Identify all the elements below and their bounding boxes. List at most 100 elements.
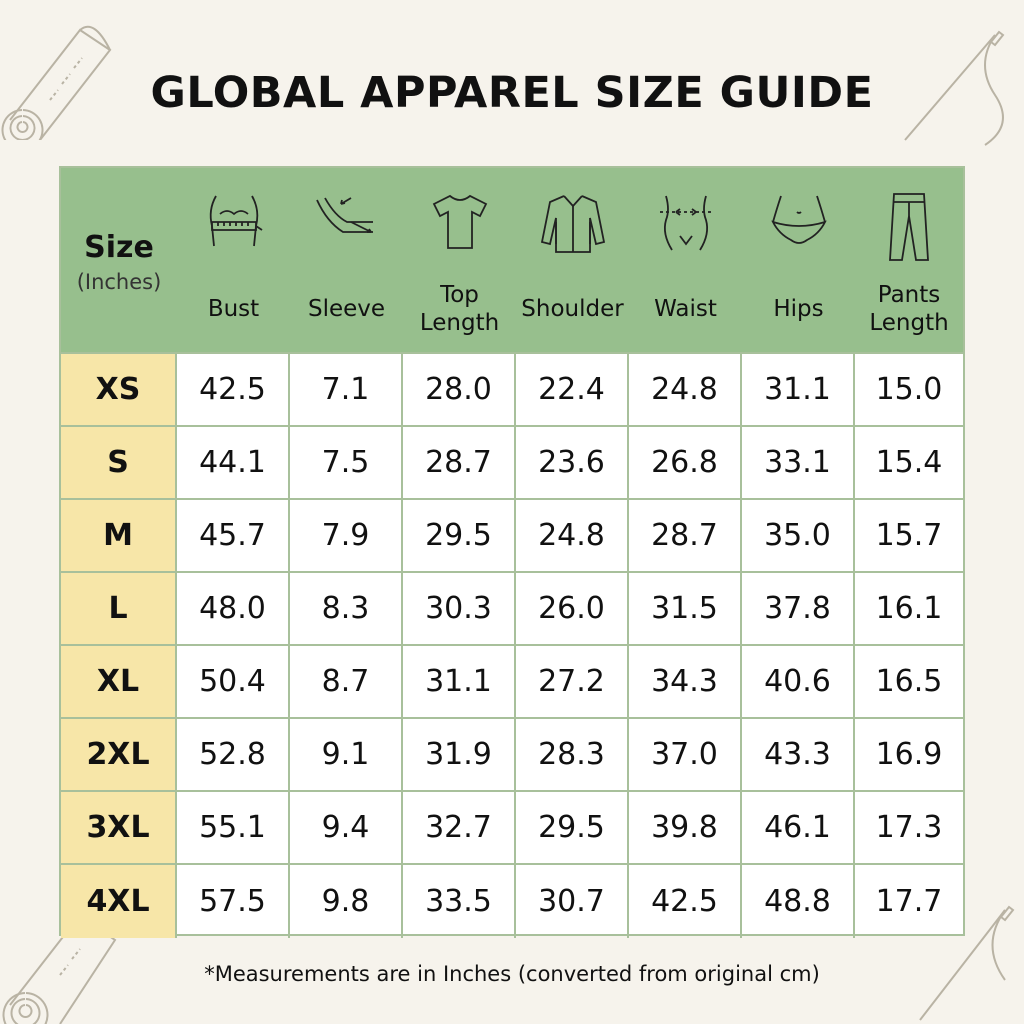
measurement-cell: 57.5 (177, 865, 290, 938)
measurement-cell: 55.1 (177, 792, 290, 865)
waist-icon (659, 195, 712, 251)
column-header-bust: Bust (177, 168, 290, 354)
measurement-cell: 22.4 (516, 354, 629, 427)
measurement-cell: 46.1 (742, 792, 855, 865)
hips-icon (770, 195, 827, 244)
table-row: L 48.0 8.3 30.3 26.0 31.5 37.8 16.1 (61, 573, 963, 646)
size-cell: 4XL (61, 865, 177, 938)
measurement-cell: 17.7 (875, 884, 943, 919)
measurement-cell: 7.1 (290, 354, 403, 427)
measurement-cell: 48.8 (742, 865, 855, 938)
measurement-cell: 28.7 (403, 427, 516, 500)
column-header-pants-length: Pants Length (855, 168, 963, 354)
measurement-cell: 31.5 (629, 573, 742, 646)
footnote: *Measurements are in Inches (converted f… (204, 962, 820, 986)
measurement-cell: 24.8 (516, 500, 629, 573)
sleeve-icon (315, 197, 373, 233)
size-cell: L (61, 573, 177, 646)
column-label: Length (869, 310, 949, 336)
measurement-cell: 32.7 (403, 792, 516, 865)
measurement-cell: 28.7 (629, 500, 742, 573)
table-header: Size (Inches) Bust Sleeve Top Length Sho… (61, 168, 963, 354)
column-label: Top (440, 282, 479, 308)
measurement-cell: 37.8 (742, 573, 855, 646)
size-cell: S (61, 427, 177, 500)
size-cell: 3XL (61, 792, 177, 865)
fabric-roll-icon (1, 25, 112, 140)
measurement-cell: 33.1 (742, 427, 855, 500)
measurement-cell: 31.9 (403, 719, 516, 792)
measurement-cell: 43.3 (742, 719, 855, 792)
measurement-cell: 35.0 (742, 500, 855, 573)
size-table: Size (Inches) Bust Sleeve Top Length Sho… (59, 166, 965, 938)
column-label: Sleeve (307, 296, 386, 322)
measurement-cell: 8.7 (290, 646, 403, 719)
measurement-cell: 28.3 (516, 719, 629, 792)
size-header-label: Size (84, 230, 154, 265)
column-header-waist: Waist (629, 168, 742, 354)
measurement-cell: 50.4 (177, 646, 290, 719)
measurement-cell: 27.2 (516, 646, 629, 719)
column-label: Waist (654, 296, 717, 322)
measurement-cell: 42.5 (177, 354, 290, 427)
measurement-cell: 9.4 (290, 792, 403, 865)
measurement-cell: 37.0 (629, 719, 742, 792)
measurement-cell: 33.5 (403, 865, 516, 938)
measurement-cell: 24.8 (629, 354, 742, 427)
measurement-cell: 16.5 (855, 646, 963, 719)
column-header-shoulder: Shoulder (516, 168, 629, 354)
measurement-cell: 45.7 (177, 500, 290, 573)
measurement-cell: 7.9 (290, 500, 403, 573)
table-row: M 45.7 7.9 29.5 24.8 28.7 35.0 15.7 (61, 500, 963, 573)
column-header-top-length: Top Length (403, 168, 516, 354)
column-label: Shoulder (521, 296, 624, 322)
size-cell: XL (61, 646, 177, 719)
column-label: Length (419, 310, 500, 336)
measurement-cell: 15.7 (855, 500, 963, 573)
measurement-cell: 52.8 (177, 719, 290, 792)
measurement-cell: 15.0 (855, 354, 963, 427)
column-label: Pants (877, 282, 941, 308)
measurement-cell: 23.6 (516, 427, 629, 500)
table-row: XL 50.4 8.7 31.1 27.2 34.3 40.6 16.5 (61, 646, 963, 719)
size-cell: XS (61, 354, 177, 427)
shirt-icon (540, 195, 605, 253)
measurement-cell: 31.1 (403, 646, 516, 719)
measurement-cell: 16.9 (855, 719, 963, 792)
needle-icon (904, 30, 1005, 146)
measurement-cell: 9.1 (290, 719, 403, 792)
page-title: GLOBAL APPAREL SIZE GUIDE (150, 68, 874, 118)
measurement-cell: 9.8 (290, 865, 403, 938)
table-row: S 44.1 7.5 28.7 23.6 26.8 33.1 15.4 (61, 427, 963, 500)
size-cell: 2XL (61, 719, 177, 792)
measurement-cell: 17.3 (855, 792, 963, 865)
table-row: 2XL 52.8 9.1 31.9 28.3 37.0 43.3 16.9 (61, 719, 963, 792)
needle-icon (919, 905, 1015, 1021)
measurement-cell: 7.5 (290, 427, 403, 500)
size-cell: M (61, 500, 177, 573)
tshirt-icon (432, 194, 487, 249)
measurement-cell: 26.0 (516, 573, 629, 646)
size-column-header: Size (Inches) (61, 168, 177, 354)
measurement-cell: 15.4 (855, 427, 963, 500)
column-label: Hips (773, 296, 824, 322)
measurement-cell: 8.3 (290, 573, 403, 646)
measurement-cell: 40.6 (742, 646, 855, 719)
measurement-cell: 34.3 (629, 646, 742, 719)
measurement-cell: 29.5 (403, 500, 516, 573)
measurement-cell: 44.1 (177, 427, 290, 500)
table-row: XS 42.5 7.1 28.0 22.4 24.8 31.1 15.0 (61, 354, 963, 427)
measurement-cell: 39.8 (629, 792, 742, 865)
bust-icon (209, 195, 262, 247)
table-row: 3XL 55.1 9.4 32.7 29.5 39.8 46.1 17.3 (61, 792, 963, 865)
measurement-cell: 30.7 (516, 865, 629, 938)
measurement-cell: 28.0 (403, 354, 516, 427)
measurement-cell: 16.1 (855, 573, 963, 646)
unit-label: (Inches) (76, 270, 162, 294)
measurement-cell: 31.1 (742, 354, 855, 427)
table-row: 4XL 57.5 9.8 33.5 30.7 42.5 48.8 17.7 (61, 865, 963, 938)
measurement-cell: 26.8 (629, 427, 742, 500)
column-label: Bust (207, 296, 260, 322)
measurement-cell: 48.0 (177, 573, 290, 646)
measurement-cell: 29.5 (516, 792, 629, 865)
